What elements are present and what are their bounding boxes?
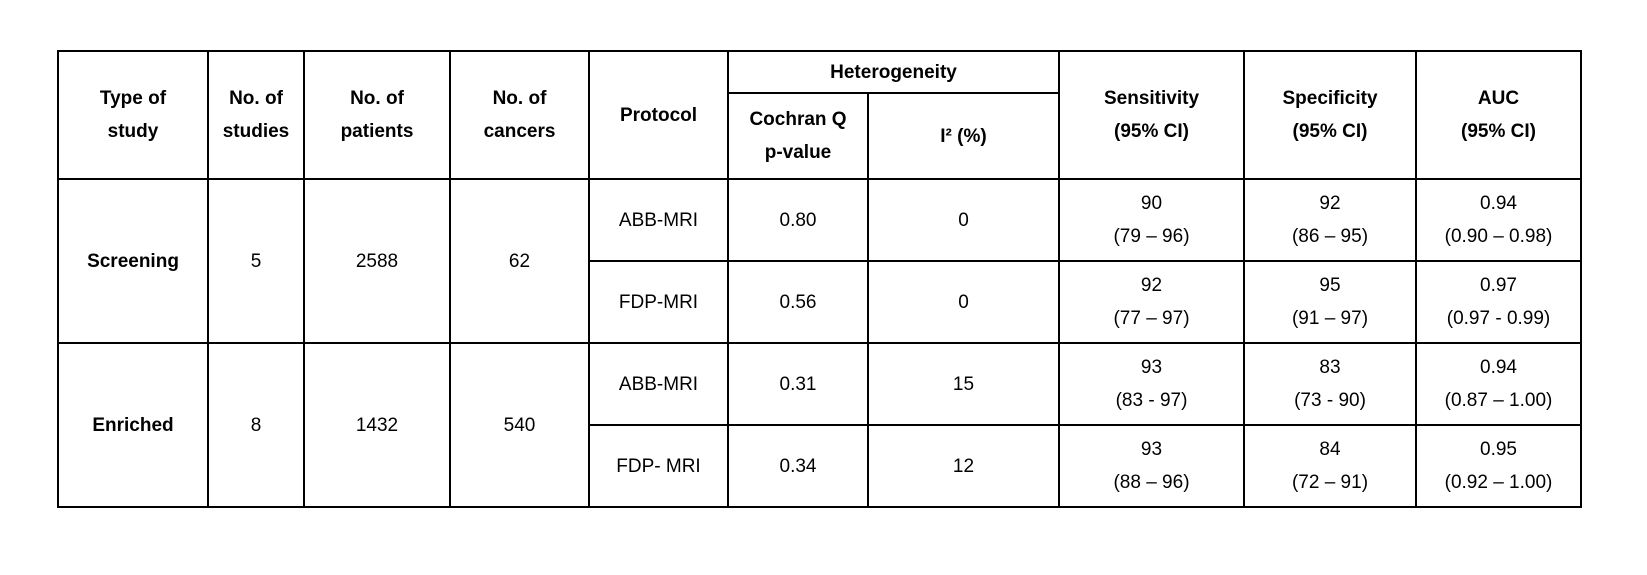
cell-no-of-studies: 5 (207, 178, 305, 344)
header-row-top: Type of study No. of studies No. of pati… (57, 50, 1582, 180)
header-row-sub: Cochran Q p-value I² (%) (58, 92, 1581, 180)
cell-sensitivity: 93 (88 – 96) (1058, 424, 1245, 508)
cell-auc: 0.95 (0.92 – 1.00) (1415, 424, 1582, 508)
cell-no-of-patients: 1432 (303, 342, 451, 508)
cell-auc: 0.97 (0.97 - 0.99) (1415, 260, 1582, 344)
cell-specificity: 84 (72 – 91) (1243, 424, 1417, 508)
cell-type-of-study: Enriched (57, 342, 209, 508)
table-row: Screening 5 2588 62 ABB-MRI 0.80 0 90 (7… (57, 178, 1582, 344)
header-heterogeneity: Heterogeneity (727, 50, 1060, 94)
table-row: Enriched 8 1432 540 ABB-MRI 0.31 15 93 (… (57, 342, 1582, 508)
cell-no-of-studies: 8 (207, 342, 305, 508)
cell-protocol: ABB-MRI (588, 178, 729, 262)
header-no-of-studies: No. of studies (207, 50, 305, 180)
header-specificity: Specificity (95% CI) (1243, 50, 1417, 180)
cell-no-of-cancers: 62 (449, 178, 590, 344)
cell-sensitivity: 92 (77 – 97) (1058, 260, 1245, 344)
cell-i2-percent: 0 (867, 178, 1060, 262)
cell-cochran-q-p-value: 0.56 (727, 260, 869, 344)
cell-cochran-q-p-value: 0.31 (727, 342, 869, 426)
header-no-of-cancers: No. of cancers (449, 50, 590, 180)
header-auc: AUC (95% CI) (1415, 50, 1582, 180)
header-i2-percent: I² (%) (867, 92, 1060, 180)
cell-cochran-q-p-value: 0.34 (727, 424, 869, 508)
header-type-of-study: Type of study (57, 50, 209, 180)
cell-specificity: 92 (86 – 95) (1243, 178, 1417, 262)
cell-auc: 0.94 (0.90 – 0.98) (1415, 178, 1582, 262)
header-no-of-patients: No. of patients (303, 50, 451, 180)
header-cochran-q-p-value: Cochran Q p-value (727, 92, 869, 180)
cell-no-of-patients: 2588 (303, 178, 451, 344)
cell-cochran-q-p-value: 0.80 (727, 178, 869, 262)
cell-sensitivity: 93 (83 - 97) (1058, 342, 1245, 426)
cell-protocol: ABB-MRI (588, 342, 729, 426)
cell-type-of-study: Screening (57, 178, 209, 344)
header-sensitivity: Sensitivity (95% CI) (1058, 50, 1245, 180)
header-protocol: Protocol (588, 50, 729, 180)
cell-protocol: FDP-MRI (588, 260, 729, 344)
cell-i2-percent: 12 (867, 424, 1060, 508)
cell-no-of-cancers: 540 (449, 342, 590, 508)
cell-auc: 0.94 (0.87 – 1.00) (1415, 342, 1582, 426)
cell-protocol: FDP- MRI (588, 424, 729, 508)
meta-analysis-results-table: Type of study No. of studies No. of pati… (57, 50, 1582, 508)
cell-sensitivity: 90 (79 – 96) (1058, 178, 1245, 262)
cell-i2-percent: 0 (867, 260, 1060, 344)
cell-specificity: 95 (91 – 97) (1243, 260, 1417, 344)
cell-specificity: 83 (73 - 90) (1243, 342, 1417, 426)
cell-i2-percent: 15 (867, 342, 1060, 426)
table-row: FDP- MRI 0.34 12 93 (88 – 96) 84 (72 – 9… (58, 424, 1582, 508)
table-row: FDP-MRI 0.56 0 92 (77 – 97) 95 (91 – 97)… (58, 260, 1582, 344)
